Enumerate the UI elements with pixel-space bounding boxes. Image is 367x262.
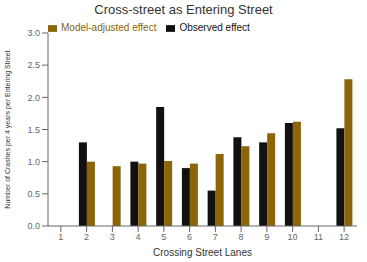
svg-text:1.0: 1.0 (27, 157, 40, 167)
svg-text:0.0: 0.0 (27, 221, 40, 231)
svg-text:12: 12 (339, 232, 349, 242)
html-text:Observed effect: Observed effect (179, 22, 250, 33)
svg-text:3.0: 3.0 (27, 28, 40, 38)
svg-text:1.5: 1.5 (27, 125, 40, 135)
svg-text:Number of Crashes per 4 years: Number of Crashes per 4 years per Enteri… (4, 50, 12, 208)
svg-text:2.0: 2.0 (27, 93, 40, 103)
svg-text:8: 8 (239, 232, 244, 242)
svg-text:7: 7 (213, 232, 218, 242)
svg-text:9: 9 (264, 232, 269, 242)
html-text:Model-adjusted effect: Model-adjusted effect (61, 22, 157, 33)
svg-text:10: 10 (288, 232, 298, 242)
svg-text:Crossing Street Lanes: Crossing Street Lanes (153, 247, 252, 258)
svg-text:4: 4 (136, 232, 141, 242)
html-text:Cross-street as Entering Stree: Cross-street as Entering Street (94, 2, 273, 17)
svg-text:5: 5 (161, 232, 166, 242)
svg-text:1: 1 (58, 232, 63, 242)
svg-text:2.5: 2.5 (27, 60, 40, 70)
svg-text:0.5: 0.5 (27, 189, 40, 199)
svg-text:2: 2 (84, 232, 89, 242)
svg-text:11: 11 (314, 232, 323, 242)
svg-text:3: 3 (110, 232, 115, 242)
svg-text:6: 6 (187, 232, 192, 242)
